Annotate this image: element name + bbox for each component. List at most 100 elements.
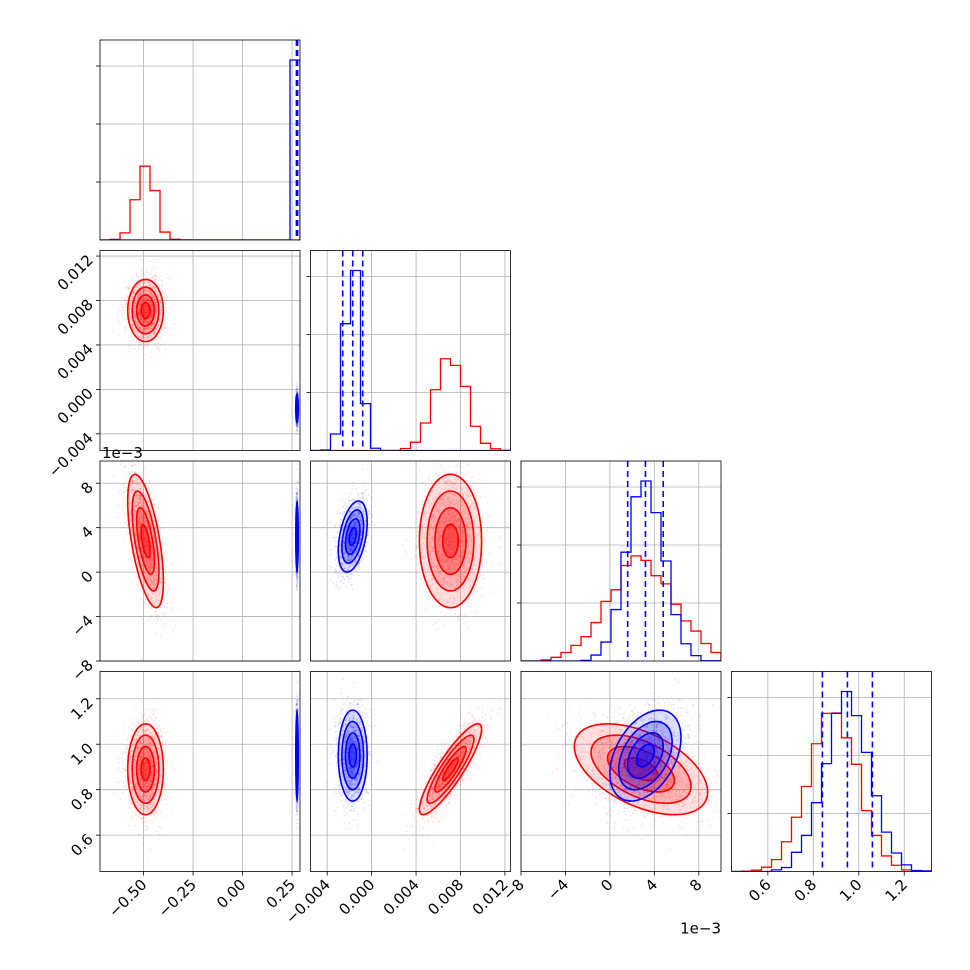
axis-frame (310, 460, 511, 662)
histogram-panel-3 (727, 671, 932, 872)
x-tick-label: 0.8 (791, 876, 821, 906)
axis-frame (520, 671, 722, 872)
scatter-series-0 (401, 697, 502, 860)
contour-level-0 (573, 722, 709, 816)
scatter-panel-2-1 (310, 460, 511, 662)
y-tick-label: 0.012 (54, 251, 97, 294)
y-tick-label: 0.004 (54, 340, 97, 383)
contour-level-3 (348, 526, 358, 547)
histogram-series-1 (310, 269, 511, 451)
contour-level-2 (434, 506, 467, 576)
contour-level-3 (140, 301, 151, 320)
scatter-panel-2-0 (99, 460, 301, 662)
scatter-panel-3-2 (520, 671, 722, 872)
histogram-panel-0 (96, 39, 301, 241)
contour-level-3 (441, 523, 460, 559)
contour-level-0 (337, 500, 368, 573)
axis-frame (99, 460, 301, 662)
contour-level-0 (337, 709, 368, 802)
scatter-panel-1-0 (99, 250, 301, 451)
x-tick-label: 0.6 (745, 876, 775, 906)
y-tick-label: −8 (68, 656, 96, 684)
contour-level-2 (626, 732, 665, 780)
axis-frame (99, 39, 301, 241)
contour-level-3 (140, 757, 151, 782)
x-tick-label: 0.008 (424, 876, 467, 919)
scatter-series-1 (591, 678, 714, 830)
axis-frame (310, 671, 511, 872)
y-tick-label: 4 (77, 523, 96, 542)
y-tick-label: −4 (68, 612, 96, 640)
contour-level-3 (348, 743, 358, 768)
x-tick-label: 0.000 (335, 876, 378, 919)
scatter-panel-3-1 (310, 671, 511, 872)
contour-level-3 (295, 526, 299, 547)
x-tick-label: 0 (597, 876, 616, 895)
contour-level-3 (635, 743, 656, 768)
y-tick-label: 1.0 (67, 739, 97, 769)
axis-frame (310, 250, 511, 451)
x-tick-label: −0.50 (105, 876, 150, 921)
x-tick-label: 8 (686, 876, 705, 895)
contour-level-2 (135, 294, 156, 327)
scatter-series-1 (326, 468, 380, 591)
contour-level-1 (131, 490, 160, 592)
histogram-series-0 (100, 165, 300, 240)
y-tick-label: 0.6 (67, 830, 97, 860)
contour-level-3 (140, 523, 151, 559)
contour-level-2 (135, 745, 156, 793)
x-tick-label: 1.2 (881, 876, 911, 906)
x-tick-label: 4 (642, 876, 661, 895)
x-offset-label: 1e−3 (680, 920, 721, 938)
contour-level-2 (344, 517, 361, 556)
scatter-panel-3-0 (99, 671, 301, 872)
contour-level-1 (617, 720, 673, 791)
contour-level-1 (426, 734, 475, 805)
y-tick-label: 0.008 (54, 296, 97, 339)
y-tick-label: 0 (77, 567, 96, 586)
scatter-series-1 (294, 678, 300, 830)
histogram-panel-2 (517, 460, 722, 662)
scatter-series-0 (112, 697, 183, 860)
x-tick-label: 0.004 (380, 876, 423, 919)
scatter-series-1 (294, 468, 300, 591)
axis-frame (731, 671, 932, 872)
axis-frame (520, 460, 722, 662)
scatter-series-0 (401, 461, 502, 636)
y-offset-label: 1e−3 (102, 444, 143, 462)
x-tick-label: −0.25 (155, 876, 200, 921)
histogram-series-0 (310, 358, 511, 451)
scatter-series-1 (326, 678, 380, 830)
contour-level-3 (295, 403, 299, 413)
histogram-series-1 (731, 690, 932, 872)
contour-level-3 (441, 757, 460, 782)
contour-level-1 (341, 509, 365, 565)
scatter-series-0 (112, 461, 183, 636)
contour-level-1 (426, 490, 475, 592)
x-tick-label: 1.0 (836, 876, 866, 906)
axis-frame (99, 671, 301, 872)
x-tick-label: 0.00 (213, 876, 249, 912)
contour-level-0 (126, 278, 165, 343)
contour-level-0 (418, 473, 483, 609)
contour-level-0 (609, 709, 682, 802)
scatter-series-0 (546, 697, 721, 851)
y-tick-label: 1.2 (67, 694, 97, 724)
histogram-series-1 (521, 480, 721, 661)
histogram-series-0 (521, 555, 721, 661)
scatter-series-1 (294, 381, 300, 435)
contour-level-0 (126, 722, 165, 816)
y-tick-label: 0.000 (54, 384, 97, 427)
contour-level-3 (295, 743, 299, 768)
scatter-series-0 (112, 259, 183, 360)
x-tick-label: −8 (499, 876, 527, 904)
x-tick-label: −4 (544, 876, 572, 904)
contour-level-2 (344, 732, 361, 780)
y-tick-label: 8 (77, 478, 96, 497)
contour-level-2 (135, 506, 156, 576)
y-tick-label: 0.8 (67, 785, 97, 815)
y-tick-label: −0.004 (45, 429, 97, 481)
axis-frame (99, 250, 301, 451)
contour-level-0 (126, 473, 165, 609)
